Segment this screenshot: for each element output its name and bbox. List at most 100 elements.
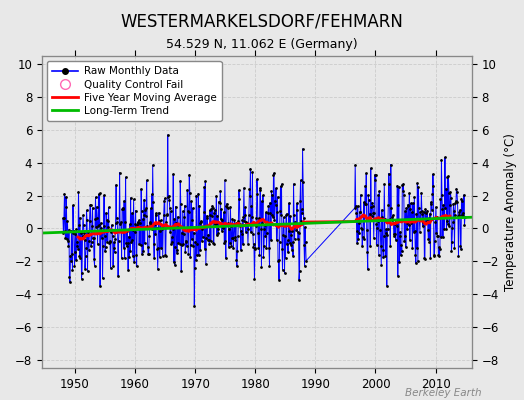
Point (113, 228, 122, 234)
Point (161, 252, 169, 259)
Point (441, 205, 450, 211)
Point (155, 210, 163, 216)
Point (444, 173, 453, 180)
Point (441, 154, 449, 160)
Point (401, 208, 410, 214)
Point (181, 202, 189, 209)
Point (113, 219, 121, 225)
Point (176, 240, 184, 247)
Point (126, 195, 135, 201)
Point (121, 219, 129, 225)
Point (78, 232, 86, 239)
Point (383, 232, 391, 238)
Point (297, 218, 305, 224)
Point (62, 193, 70, 200)
Point (269, 214, 277, 220)
Point (352, 203, 360, 209)
Point (284, 249, 292, 256)
Point (172, 220, 180, 226)
Point (66, 279, 74, 286)
Point (206, 238, 215, 244)
Point (125, 254, 133, 260)
Point (166, 204, 174, 211)
Point (433, 214, 441, 220)
Point (352, 209, 361, 216)
Point (252, 223, 260, 230)
Point (92, 223, 100, 230)
Point (450, 245, 458, 251)
Point (293, 200, 301, 206)
Point (295, 277, 303, 283)
Point (93, 241, 102, 248)
Point (179, 240, 188, 247)
Point (236, 223, 245, 229)
Point (164, 193, 172, 200)
Point (202, 235, 211, 242)
Point (192, 192, 201, 199)
Point (168, 234, 176, 240)
Point (219, 222, 227, 228)
Point (144, 251, 152, 257)
Point (71, 249, 79, 255)
Point (89, 204, 97, 211)
Point (92, 204, 101, 210)
Point (262, 209, 270, 216)
Point (408, 209, 416, 216)
Point (388, 214, 396, 220)
Point (151, 230, 159, 237)
Point (71, 231, 80, 237)
Point (214, 229, 223, 236)
Point (111, 249, 119, 256)
Point (239, 214, 248, 220)
Point (145, 251, 153, 257)
Point (230, 222, 238, 228)
Point (160, 195, 169, 202)
Point (114, 273, 122, 280)
Point (203, 215, 212, 222)
Point (261, 222, 269, 228)
Point (451, 212, 459, 218)
Point (416, 209, 424, 215)
Point (428, 190, 436, 197)
Point (194, 190, 202, 197)
Point (436, 234, 445, 240)
Point (442, 186, 450, 192)
Point (277, 212, 285, 218)
Text: Berkeley Earth: Berkeley Earth (406, 388, 482, 398)
Point (243, 222, 251, 228)
Point (263, 230, 271, 236)
Point (431, 219, 440, 226)
Point (456, 207, 464, 213)
Point (192, 257, 200, 263)
Point (455, 209, 464, 215)
Point (264, 202, 272, 209)
Point (216, 216, 225, 222)
Point (124, 266, 133, 273)
Point (128, 210, 136, 216)
Point (208, 202, 216, 209)
Point (118, 206, 126, 212)
Point (122, 240, 130, 246)
Point (372, 220, 380, 227)
Point (255, 252, 264, 258)
Point (149, 198, 157, 205)
Point (351, 205, 359, 211)
Point (246, 166, 255, 172)
Point (137, 207, 146, 214)
Point (193, 225, 202, 231)
Point (156, 254, 164, 260)
Point (130, 259, 138, 265)
Point (114, 237, 123, 244)
Point (396, 229, 405, 235)
Text: WESTERMARKELSDORF/FEHMARN: WESTERMARKELSDORF/FEHMARN (121, 12, 403, 30)
Point (386, 243, 395, 249)
Point (197, 218, 205, 225)
Point (127, 237, 136, 244)
Point (119, 204, 127, 211)
Point (187, 198, 195, 205)
Point (291, 223, 300, 229)
Point (237, 228, 246, 234)
Point (446, 189, 455, 195)
Point (419, 218, 428, 225)
Point (220, 240, 228, 246)
